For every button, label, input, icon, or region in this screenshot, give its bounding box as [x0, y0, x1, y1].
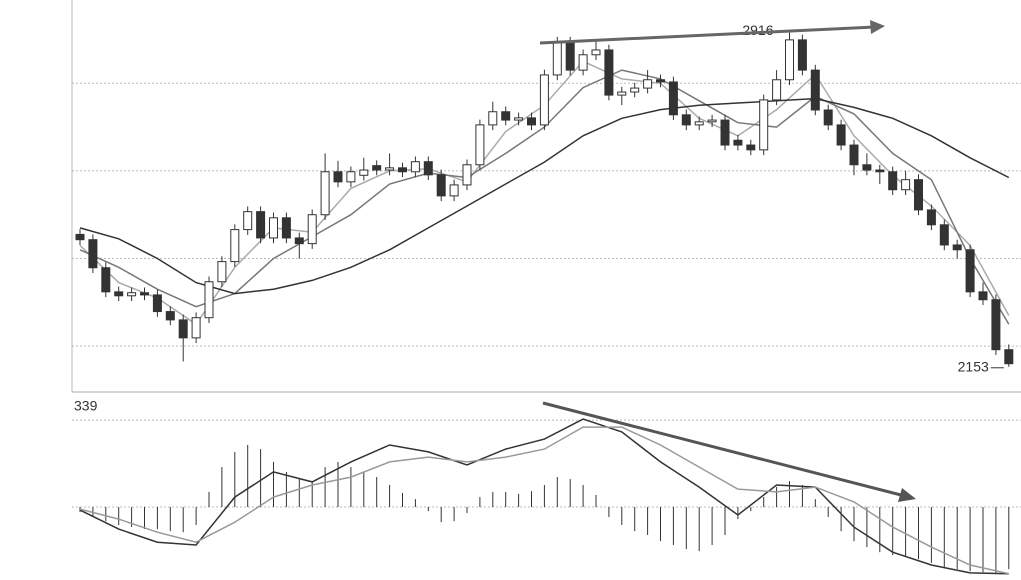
candle-body	[88, 239, 98, 269]
candle-body	[243, 211, 253, 231]
candle-body	[617, 91, 627, 96]
arrow-head	[870, 20, 885, 34]
candle-body	[875, 169, 885, 173]
candle-body	[294, 237, 304, 245]
candle-body	[823, 109, 833, 126]
candle-body	[281, 217, 291, 239]
candle-body	[475, 124, 485, 166]
candle-body	[75, 233, 85, 241]
candle-body	[836, 124, 846, 146]
candle-body	[488, 111, 498, 126]
candle-body	[604, 49, 614, 96]
low-label: 2153	[958, 358, 989, 374]
candle-body	[359, 169, 369, 176]
candle-body	[1004, 349, 1014, 365]
candle-body	[410, 161, 420, 173]
candle-body	[140, 292, 149, 296]
candle-body	[552, 41, 562, 76]
candle-body	[707, 119, 717, 123]
candle-body	[152, 294, 162, 313]
candle-body	[656, 79, 665, 83]
candle-body	[204, 281, 214, 319]
candle-body	[127, 292, 137, 297]
candle-body	[978, 291, 988, 301]
candle-body	[307, 214, 317, 245]
candle-body	[398, 167, 407, 173]
trend-arrow	[542, 401, 906, 498]
candle-body	[372, 165, 382, 171]
macd-line	[79, 426, 1009, 575]
candle-body	[191, 317, 201, 339]
candle-body	[733, 139, 743, 146]
moving-average-line	[79, 97, 1010, 295]
candle-body	[269, 217, 278, 239]
candle-body	[539, 74, 549, 126]
candle-body	[746, 144, 756, 151]
candle-body	[449, 184, 459, 197]
candle-body	[114, 291, 124, 297]
candle-body	[565, 41, 575, 71]
candle-body	[320, 171, 330, 216]
candle-body	[423, 161, 433, 176]
candle-body	[578, 54, 588, 71]
macd-line	[79, 418, 1009, 575]
candle-body	[346, 171, 356, 183]
candle-body	[165, 311, 175, 321]
candle-body	[785, 39, 794, 81]
candle-body	[862, 164, 872, 171]
candle-body	[772, 79, 782, 101]
arrow-head	[898, 488, 916, 502]
candle-body	[888, 171, 898, 191]
candle-body	[810, 69, 820, 111]
candle-body	[256, 211, 266, 239]
candle-body	[514, 117, 524, 121]
candle-body	[436, 174, 446, 197]
candle-body	[952, 244, 962, 251]
candle-body	[965, 249, 975, 293]
candle-body	[849, 144, 859, 166]
candle-body	[101, 267, 111, 293]
candle-body	[217, 261, 227, 283]
candle-body	[694, 121, 704, 126]
candle-body	[630, 87, 640, 93]
candle-body	[178, 319, 188, 339]
trend-arrow	[539, 25, 876, 45]
high-label: 2916	[742, 22, 773, 38]
candle-body	[527, 117, 536, 126]
candle-body	[914, 179, 923, 211]
candle-body	[939, 224, 949, 246]
candle-body	[643, 79, 653, 89]
candle-body	[991, 299, 1001, 351]
candle-body	[462, 164, 472, 186]
candle-body	[668, 81, 678, 116]
candle-body	[720, 119, 730, 146]
candle-body	[385, 167, 395, 171]
candle-body	[681, 114, 691, 126]
candle-body	[926, 209, 936, 226]
macd-label: 339	[74, 398, 98, 414]
candle-body	[901, 179, 911, 191]
candle-body	[333, 171, 343, 183]
candle-body	[591, 49, 601, 56]
candle-body	[501, 111, 511, 121]
candle-body	[759, 99, 769, 151]
candle-body	[797, 39, 807, 71]
candle-body	[230, 229, 240, 263]
